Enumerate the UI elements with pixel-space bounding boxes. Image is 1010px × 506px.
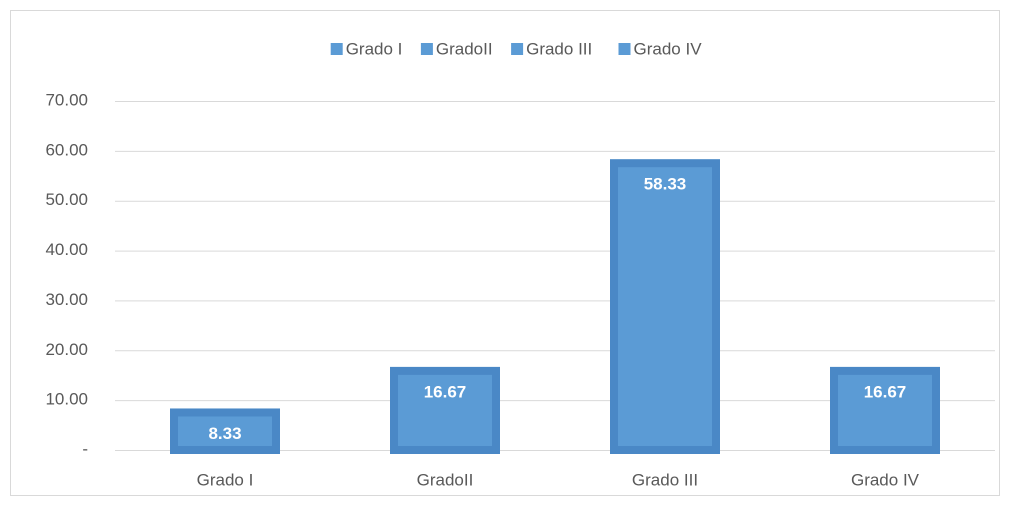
y-tick-label: - [82,439,88,458]
x-tick-label: GradoII [417,470,474,489]
y-tick-label: 60.00 [45,140,88,159]
legend-label: GradoII [436,39,493,58]
bar [170,408,280,454]
y-tick-label: 30.00 [45,290,88,309]
legend-swatch [420,43,433,55]
bar [390,366,500,455]
y-tick-label: 40.00 [45,240,88,259]
legend-swatch [330,43,343,55]
y-tick-label: 10.00 [45,390,88,409]
x-tick-label: Grado IV [851,470,920,489]
legend-label: Grado IV [634,39,703,58]
y-tick-label: 20.00 [45,340,88,359]
bar [610,159,720,454]
value-label: 58.33 [644,175,687,194]
value-label: 16.67 [864,382,907,401]
value-label: 16.67 [424,382,467,401]
value-label: 8.33 [208,424,241,443]
legend-label: Grado I [346,39,403,58]
x-tick-label: Grado III [632,470,698,489]
x-tick-label: Grado I [197,470,254,489]
y-tick-label: 70.00 [45,90,88,109]
legend-swatch [618,43,631,55]
legend-swatch [511,43,524,55]
y-tick-label: 50.00 [45,190,88,209]
legend-label: Grado III [526,39,592,58]
bar [830,366,940,455]
